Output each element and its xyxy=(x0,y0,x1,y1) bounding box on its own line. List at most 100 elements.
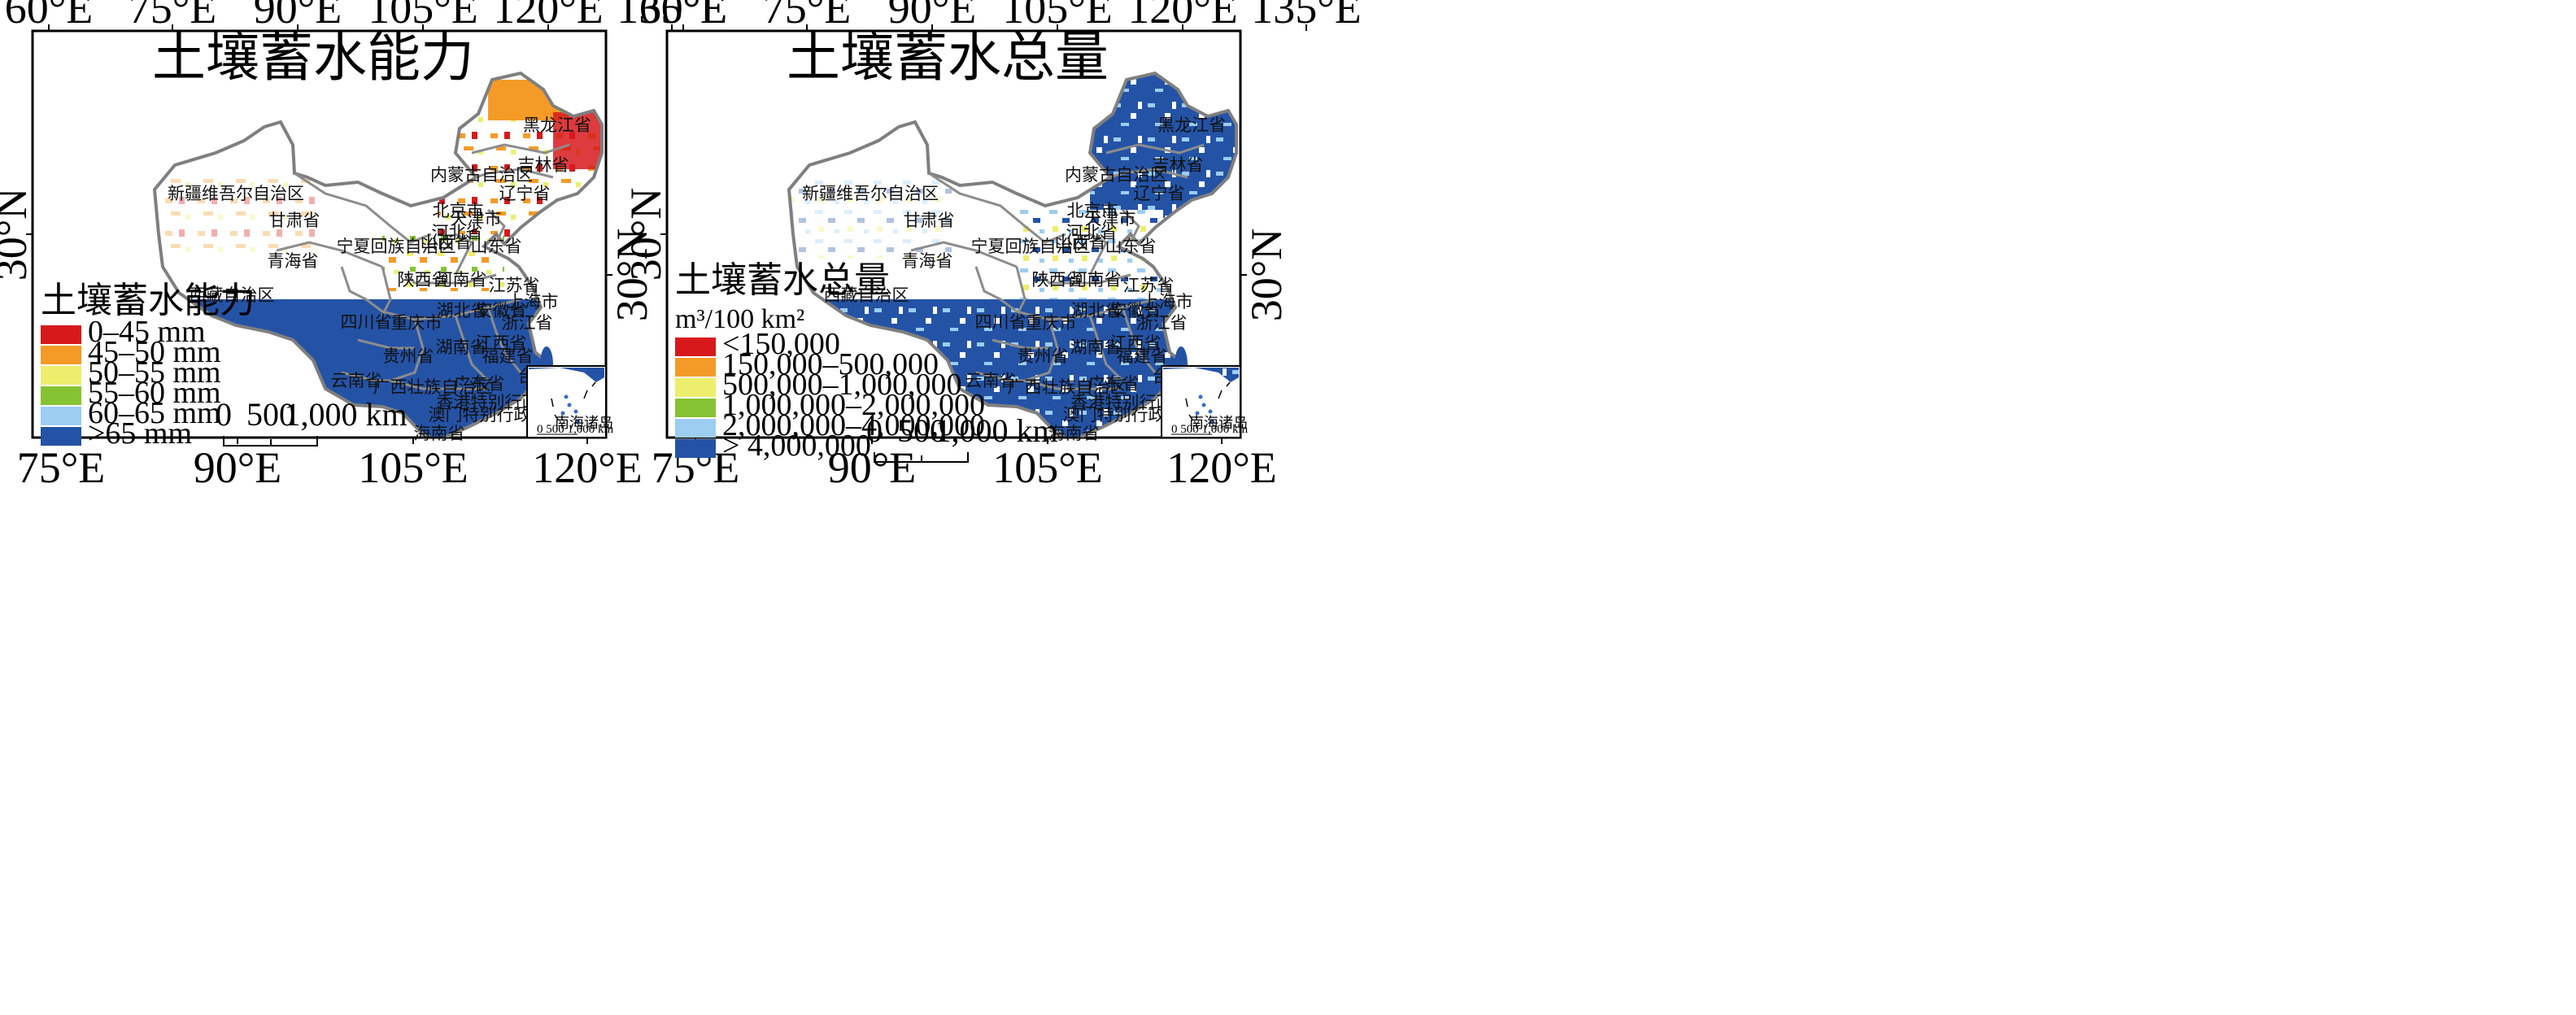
province-label-shanxi: 山西省 xyxy=(421,233,472,252)
province-label-liaoning: 辽宁省 xyxy=(1134,184,1185,203)
province-label-fujian: 福建省 xyxy=(1117,346,1168,366)
legend-item-label: 0–45 mm xyxy=(88,315,206,349)
province-label-qinghai: 青海省 xyxy=(902,251,953,271)
legend-swatch xyxy=(675,338,716,356)
province-label-zhejiang: 浙江省 xyxy=(502,313,553,333)
scale-label: 500 xyxy=(246,396,295,433)
legend-item-label: 1,000,000–2,000,000 xyxy=(722,388,985,422)
province-label-shaanxi: 陕西省 xyxy=(398,270,449,290)
province-label-shanxi: 山西省 xyxy=(1055,233,1106,252)
province-label-hainan: 海南省 xyxy=(414,424,465,443)
province-label-heilongjiang: 黑龙江省 xyxy=(523,115,591,135)
inset-scale-label: 0 500 1,000 km xyxy=(1171,423,1249,436)
province-boundary xyxy=(454,315,490,382)
right-lat-label: 30°N xyxy=(608,229,656,322)
province-label-ningxia: 宁夏回族自治区 xyxy=(337,237,456,256)
inset-island xyxy=(1198,394,1203,399)
northwest-sparse-zone xyxy=(155,177,317,259)
inset-label: 南海诸岛 xyxy=(1189,415,1248,432)
province-boundary xyxy=(974,266,1018,313)
province-label-guizhou: 贵州省 xyxy=(383,346,434,366)
province-boundary xyxy=(381,266,392,316)
legend-swatch xyxy=(675,378,716,397)
province-boundary xyxy=(1121,208,1140,243)
province-label-guizhou: 贵州省 xyxy=(1018,346,1069,366)
province-label-neimenggu: 内蒙古自治区 xyxy=(1065,165,1167,185)
legend-swatch xyxy=(41,325,81,344)
map-frame-group: 黑龙江省吉林省辽宁省内蒙古自治区新疆维吾尔自治区甘肃省 北京市天津市河北省山西省山… xyxy=(621,0,1362,492)
province-boundary xyxy=(341,371,390,382)
province-label-tianjin: 天津市 xyxy=(1085,209,1136,229)
province-boundary xyxy=(475,168,554,179)
province-label-xizang: 西藏自治区 xyxy=(824,285,909,305)
hainan-island xyxy=(1061,421,1083,438)
province-label-beijing: 北京市 xyxy=(1067,201,1118,220)
province-boundary xyxy=(975,371,1025,382)
province-boundary xyxy=(1088,315,1124,382)
province-label-chongqing: 重庆市 xyxy=(391,313,442,333)
province-label-guangdong: 广东省 xyxy=(1088,374,1140,394)
province-label-yunnan: 云南省 xyxy=(965,371,1017,390)
legend-title: 土壤蓄水总量 xyxy=(675,259,890,301)
inset-dashes xyxy=(1185,381,1231,420)
province-label-qinghai: 青海省 xyxy=(268,251,319,271)
legend-item-label: 500,000–1,000,000 xyxy=(722,368,962,402)
northwest-sparse-zone xyxy=(789,177,952,259)
province-boundary xyxy=(405,273,497,285)
inset-island xyxy=(560,411,565,416)
province-boundary xyxy=(471,143,570,155)
inset-island xyxy=(1195,411,1200,416)
province-label-fujian: 福建省 xyxy=(482,346,534,366)
province-label-sichuan: 四川省 xyxy=(341,312,392,332)
province-label-guangxi: 广西壮族自治区 xyxy=(373,377,493,397)
province-label-shaanxi: 陕西省 xyxy=(1032,270,1083,290)
province-boundary xyxy=(1088,233,1109,276)
scale-label: 0 xyxy=(866,412,883,449)
bottom-tick-label: 90°E xyxy=(828,443,917,492)
province-label-hunan: 湖南省 xyxy=(1070,338,1122,357)
map-title: 土壤蓄水总量 xyxy=(787,26,1109,89)
inset-island xyxy=(1201,403,1206,407)
bottom-tick-label: 90°E xyxy=(194,443,282,492)
northeast-red-zone xyxy=(553,112,602,169)
province-boundary xyxy=(390,379,488,390)
province-label-sichuan: 四川省 xyxy=(975,312,1026,332)
province-boundary xyxy=(928,172,1066,244)
legend-item-label: 55–60 mm xyxy=(88,376,221,410)
scale-label: 500 xyxy=(897,412,946,449)
scale-label: 0 xyxy=(216,396,232,433)
province-boundary xyxy=(1109,168,1188,179)
bottom-tick-label: 75°E xyxy=(17,443,106,492)
province-label-hubei: 湖北省 xyxy=(1071,301,1122,320)
legend-swatch xyxy=(675,419,716,438)
province-boundary xyxy=(1121,307,1157,373)
legend-swatch xyxy=(675,358,716,377)
province-label-hubei: 湖北省 xyxy=(437,301,488,320)
map-panel-1: 黑龙江省吉林省辽宁省内蒙古自治区新疆维吾尔自治区甘肃省 北京市天津市河北省山西省山… xyxy=(0,0,727,492)
province-label-jiangsu: 江苏省 xyxy=(1123,276,1175,295)
province-label-jiangxi: 江西省 xyxy=(1110,333,1162,353)
hainan-island xyxy=(426,421,449,438)
legend-swatch xyxy=(41,386,81,405)
province-label-jiangsu: 江苏省 xyxy=(489,276,540,295)
legend-item-label: >65 mm xyxy=(88,416,192,451)
province-label-ningxia: 宁夏回族自治区 xyxy=(971,237,1091,256)
province-label-tianjin: 天津市 xyxy=(451,209,502,229)
province-boundary xyxy=(1024,319,1059,382)
legend-item-label: 2,000,000–4,000,000 xyxy=(722,408,985,442)
province-label-henan: 河南省 xyxy=(1070,270,1122,290)
province-label-jilin: 吉林省 xyxy=(518,155,569,175)
legend-swatch xyxy=(41,346,81,364)
legend-item-label: <150,000 xyxy=(722,327,840,361)
legend-swatch xyxy=(41,407,81,425)
province-label-shandong: 山东省 xyxy=(471,237,522,256)
legend-swatch xyxy=(675,399,716,417)
province-boundary xyxy=(276,241,383,268)
province-boundary xyxy=(357,338,415,350)
province-label-xinjiang: 新疆维吾尔自治区 xyxy=(802,184,939,203)
province-boundary xyxy=(486,307,522,373)
